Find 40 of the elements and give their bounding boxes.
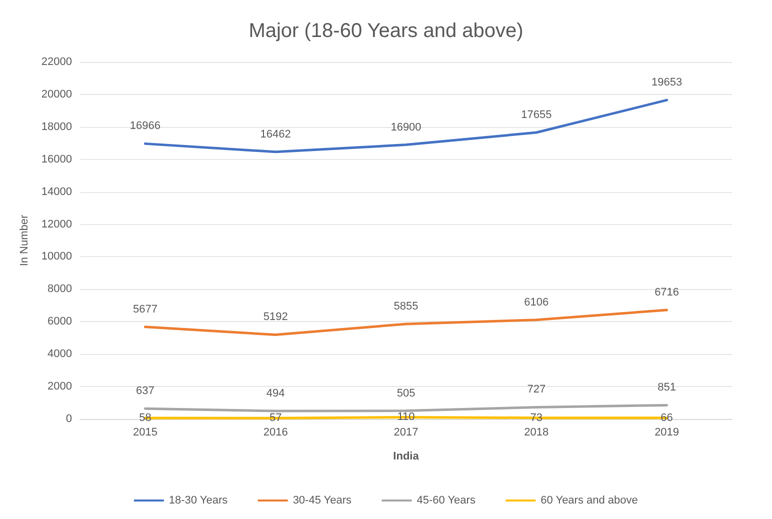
x-tick-label: 2018 [524,426,549,438]
data-label: 5192 [263,311,288,324]
y-tick-label: 12000 [41,218,72,230]
legend-label: 45-60 Years [416,494,476,506]
y-tick-label: 14000 [41,186,72,198]
x-axis-title: India [393,450,420,462]
legend-label: 18-30 Years [168,494,228,506]
y-tick-label: 22000 [41,56,72,68]
data-label: 5855 [394,300,418,312]
y-axis-title: In Number [18,214,30,266]
data-label: 505 [396,387,416,400]
y-tick-label: 20000 [41,88,72,100]
data-label: 19653 [652,76,682,89]
y-tick-label: 0 [66,413,72,425]
y-tick-label: 4000 [48,348,72,360]
data-label: 851 [658,382,676,394]
legend-label: 30-45 Years [292,494,352,506]
legend-label: 60 Years and above [540,494,638,506]
data-label: 6106 [524,296,549,308]
y-tick-label: 18000 [41,120,72,133]
chart-title: Major (18-60 Years and above) [248,20,524,42]
data-label: 727 [527,384,546,396]
data-label: 16966 [130,120,160,132]
data-label: 5677 [132,303,158,316]
data-label: 73 [530,412,543,424]
y-tick-label: 16000 [41,153,72,166]
data-label: 16900 [390,121,422,134]
x-tick-label: 2017 [394,426,418,438]
data-label: 6716 [654,286,680,299]
x-tick-label: 2015 [132,426,158,438]
y-tick-label: 10000 [41,250,72,263]
y-tick-label: 6000 [48,316,72,328]
data-label: 494 [266,387,285,400]
x-tick-label: 2019 [654,426,680,438]
x-tick-label: 2016 [263,426,288,438]
data-label: 637 [136,385,154,398]
data-label: 17655 [521,109,552,122]
y-tick-label: 2000 [48,380,72,393]
data-label: 16462 [260,128,291,140]
y-tick-label: 8000 [48,283,72,296]
